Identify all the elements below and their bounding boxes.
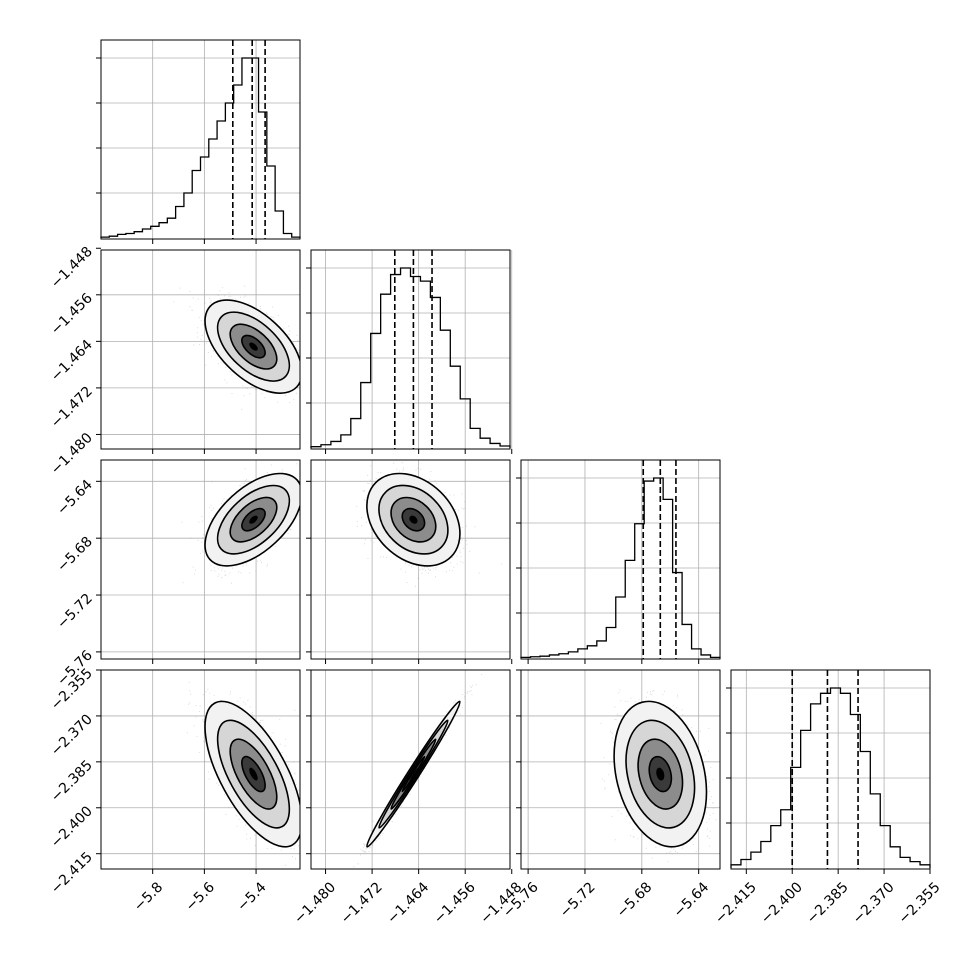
y-tick-label: −2.415 — [48, 849, 96, 897]
x-tick-label: −5.72 — [557, 879, 599, 921]
y-tick-label: −1.480 — [48, 430, 96, 478]
y-tick-label: −1.464 — [48, 337, 96, 385]
panel-frame — [730, 669, 931, 870]
density-peak — [249, 515, 258, 524]
y-tick-label: −2.370 — [48, 711, 96, 759]
x-tick-label: −2.370 — [850, 879, 898, 927]
panel-frame — [520, 669, 721, 870]
histogram-step — [520, 477, 721, 659]
x-tick-label: −5.4 — [234, 879, 269, 914]
panel-frame — [520, 459, 721, 660]
x-tick-label: −2.400 — [758, 879, 806, 927]
y-tick-label: −5.72 — [54, 591, 96, 633]
x-tick-label: −5.68 — [614, 879, 656, 921]
tick-labels-layer: −5.8 −5.6 −5.4 −1.480−1.472−1.464−1.456−1.4… — [48, 239, 944, 927]
x-tick-label: −2.415 — [712, 879, 760, 927]
panel-content — [521, 670, 720, 869]
panel-content — [311, 460, 510, 659]
x-tick-label: −5.6 — [183, 879, 218, 914]
y-tick-label: −2.400 — [48, 803, 96, 851]
panel-frame — [100, 459, 301, 660]
panels-layer — [96, 39, 931, 870]
hist-panel-1 — [96, 39, 301, 240]
density-peak — [249, 342, 258, 351]
hist-panel-2 — [306, 249, 513, 450]
y-tick-label: −5.68 — [54, 534, 96, 576]
panel-frame — [310, 669, 511, 870]
panel-frame — [100, 669, 301, 870]
density-peak — [656, 767, 665, 781]
panel-frame — [100, 39, 301, 240]
panel-content — [101, 670, 300, 869]
density-peak — [249, 767, 258, 781]
panel-content — [311, 670, 510, 869]
x-tick-label: −1.472 — [338, 879, 386, 927]
hist-panel-4 — [726, 669, 931, 870]
x-tick-label: −5.64 — [671, 879, 713, 921]
scatter-panel-3-2 — [310, 459, 511, 660]
scatter-panel-4-2 — [310, 669, 511, 870]
x-tick-label: −1.456 — [431, 879, 479, 927]
histogram-step — [100, 57, 301, 238]
x-tick-label: −1.480 — [291, 879, 339, 927]
y-tick-label: −1.456 — [48, 290, 96, 338]
scatter-panel-4-1 — [100, 669, 301, 870]
x-tick-label: −2.355 — [896, 879, 944, 927]
scatter-panel-4-3 — [520, 669, 721, 870]
x-tick-label: −2.385 — [804, 879, 852, 927]
density-peak — [409, 767, 418, 781]
panel-frame — [100, 249, 301, 450]
panel-content — [101, 250, 300, 449]
y-tick-label: −1.472 — [48, 383, 96, 431]
panel-content — [101, 460, 300, 659]
histogram-step — [730, 687, 931, 868]
x-tick-label: −1.464 — [384, 879, 432, 927]
panel-frame — [310, 249, 511, 450]
y-tick-label: −5.64 — [54, 477, 96, 519]
y-tick-label: −1.448 — [48, 244, 96, 292]
scatter-panel-2-1 — [100, 249, 301, 450]
x-tick-label: −5.8 — [131, 879, 166, 914]
histogram-step — [310, 267, 511, 448]
y-tick-label: −2.385 — [48, 757, 96, 805]
panel-frame — [310, 459, 511, 660]
density-peak — [409, 515, 418, 524]
scatter-panel-3-1 — [100, 459, 301, 660]
hist-panel-3 — [516, 459, 721, 660]
